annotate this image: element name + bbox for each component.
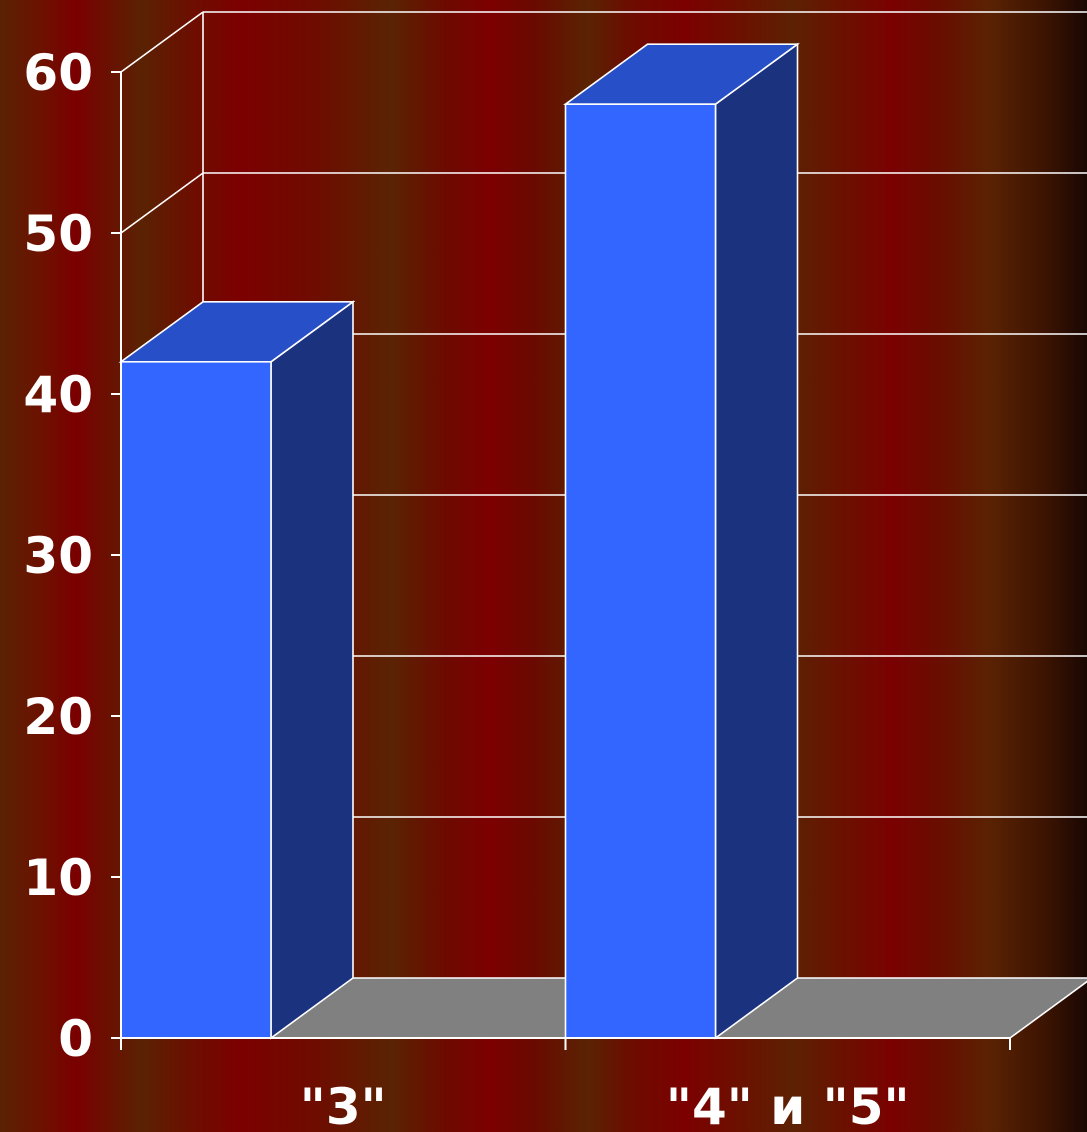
y-tick-label: 0 (58, 1010, 93, 1068)
bar-side (714, 42, 799, 1040)
y-tick-label: 10 (23, 849, 93, 907)
bar-front (120, 360, 272, 1039)
y-tick-label: 20 (23, 688, 93, 746)
y-tick-label: 50 (23, 205, 93, 263)
bar-front (564, 103, 717, 1039)
x-category-label: "4" и "5" (666, 1078, 910, 1132)
y-tick-label: 30 (23, 527, 93, 585)
x-category-label: "3" (300, 1078, 387, 1132)
bar (118, 300, 356, 1040)
gridline-diagonal (120, 11, 204, 73)
bar-side (270, 300, 354, 1040)
y-tick-label: 60 (23, 44, 93, 102)
y-tick-label: 40 (23, 366, 93, 424)
chart-bars (118, 42, 800, 1040)
chart-axes: 0 10 20 30 40 50 60 "3" "4" и "5" (23, 44, 1011, 1132)
gridline-diagonal (120, 172, 204, 234)
bar (563, 42, 800, 1040)
